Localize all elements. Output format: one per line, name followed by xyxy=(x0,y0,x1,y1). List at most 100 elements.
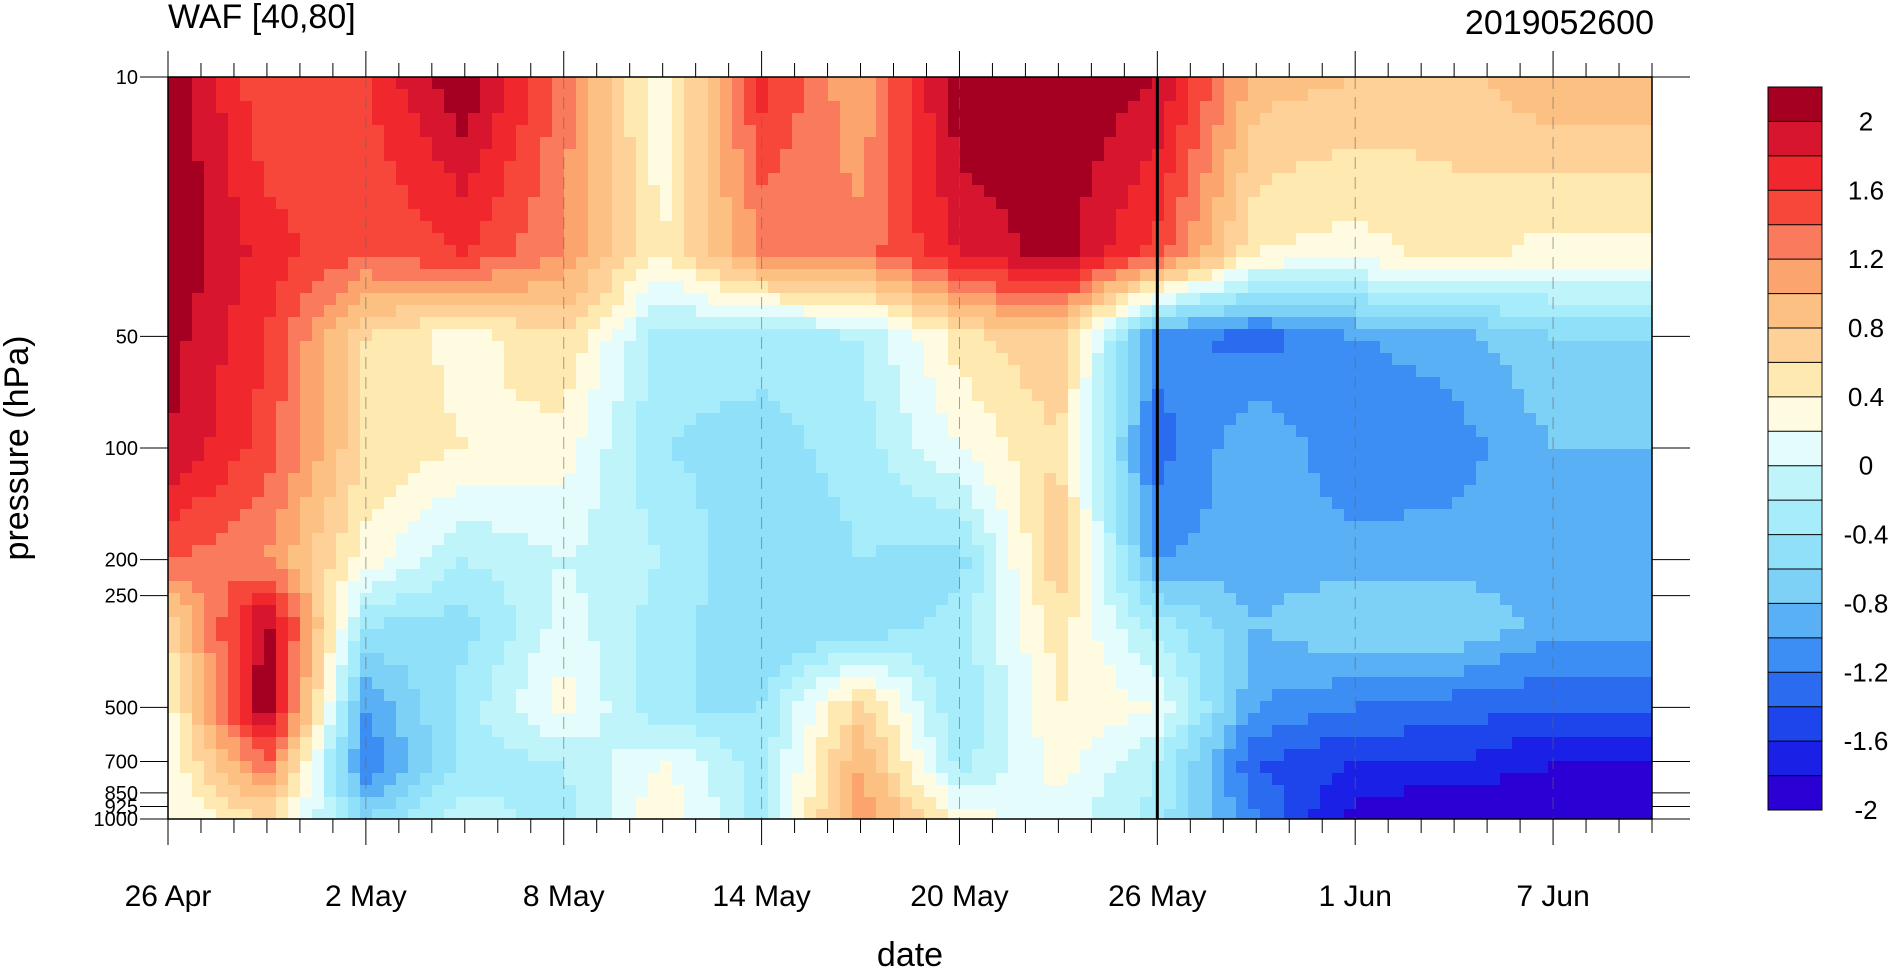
field-cell xyxy=(612,317,625,330)
field-cell xyxy=(804,473,817,486)
field-cell xyxy=(468,401,481,414)
field-cell xyxy=(240,101,253,114)
field-cell xyxy=(1056,545,1069,558)
field-cell xyxy=(624,113,637,126)
field-cell xyxy=(240,449,253,462)
field-cell xyxy=(1380,425,1393,438)
field-cell xyxy=(1452,449,1465,462)
field-cell xyxy=(792,473,805,486)
field-cell xyxy=(1272,461,1285,474)
field-cell xyxy=(1536,461,1549,474)
field-cell xyxy=(780,545,793,558)
field-cell xyxy=(336,281,349,294)
field-cell xyxy=(1548,389,1561,402)
field-cell xyxy=(708,257,721,270)
field-cell xyxy=(600,485,613,498)
field-cell xyxy=(756,413,769,426)
field-cell xyxy=(1080,293,1093,306)
field-cell xyxy=(444,365,457,378)
field-cell xyxy=(1584,365,1597,378)
field-cell xyxy=(444,437,457,450)
field-cell xyxy=(828,269,841,282)
field-cell xyxy=(1608,341,1621,354)
field-cell xyxy=(528,425,541,438)
field-cell xyxy=(900,317,913,330)
field-cell xyxy=(1104,365,1117,378)
field-cell xyxy=(876,293,889,306)
field-cell xyxy=(1344,209,1357,222)
field-cell xyxy=(468,473,481,486)
field-cell xyxy=(864,257,877,270)
field-cell xyxy=(420,137,433,150)
field-cell xyxy=(444,401,457,414)
field-cell xyxy=(1512,413,1525,426)
field-cell xyxy=(396,185,409,198)
field-cell xyxy=(1140,221,1153,234)
field-cell xyxy=(660,389,673,402)
field-cell xyxy=(564,209,577,222)
field-cell xyxy=(516,353,529,366)
field-cell xyxy=(1464,377,1477,390)
field-cell xyxy=(756,293,769,306)
field-cell xyxy=(444,305,457,318)
field-cell xyxy=(1068,329,1081,342)
field-cell xyxy=(1440,425,1453,438)
field-cell xyxy=(1560,101,1573,114)
field-cell xyxy=(912,173,925,186)
field-cell xyxy=(1452,473,1465,486)
field-cell xyxy=(1524,425,1537,438)
field-cell xyxy=(1548,401,1561,414)
field-cell xyxy=(1056,401,1069,414)
field-cell xyxy=(528,137,541,150)
field-cell xyxy=(1200,485,1213,498)
field-cell xyxy=(684,281,697,294)
field-cell xyxy=(660,221,673,234)
field-cell xyxy=(804,425,817,438)
field-cell xyxy=(432,149,445,162)
field-cell xyxy=(1512,173,1525,186)
field-cell xyxy=(996,185,1009,198)
field-cell xyxy=(1392,197,1405,210)
field-cell xyxy=(1224,545,1237,558)
field-cell xyxy=(1464,113,1477,126)
field-cell xyxy=(1644,101,1652,114)
field-cell xyxy=(348,221,361,234)
field-cell xyxy=(432,329,445,342)
field-cell xyxy=(180,77,193,90)
field-cell xyxy=(756,485,769,498)
field-cell xyxy=(168,233,181,246)
field-cell xyxy=(1116,173,1129,186)
field-cell xyxy=(492,149,505,162)
field-cell xyxy=(888,281,901,294)
field-cell xyxy=(504,269,517,282)
field-cell xyxy=(1356,293,1369,306)
field-cell xyxy=(924,401,937,414)
field-cell xyxy=(408,545,421,558)
field-cell xyxy=(828,401,841,414)
field-cell xyxy=(732,317,745,330)
field-cell xyxy=(396,461,409,474)
field-cell xyxy=(1284,473,1297,486)
field-cell xyxy=(624,269,637,282)
field-cell xyxy=(336,233,349,246)
field-cell xyxy=(900,461,913,474)
field-cell xyxy=(1464,533,1477,546)
field-cell xyxy=(384,269,397,282)
field-cell xyxy=(528,413,541,426)
field-cell xyxy=(960,269,973,282)
field-cell xyxy=(864,497,877,510)
field-cell xyxy=(852,437,865,450)
field-cell xyxy=(1488,233,1501,246)
field-cell xyxy=(492,437,505,450)
field-cell xyxy=(1236,521,1249,534)
field-cell xyxy=(720,413,733,426)
field-cell xyxy=(1500,521,1513,534)
field-cell xyxy=(1236,473,1249,486)
field-cell xyxy=(888,377,901,390)
field-cell xyxy=(1332,113,1345,126)
field-cell xyxy=(180,473,193,486)
field-cell xyxy=(936,425,949,438)
field-cell xyxy=(756,473,769,486)
field-cell xyxy=(216,557,229,570)
field-cell xyxy=(1524,245,1537,258)
